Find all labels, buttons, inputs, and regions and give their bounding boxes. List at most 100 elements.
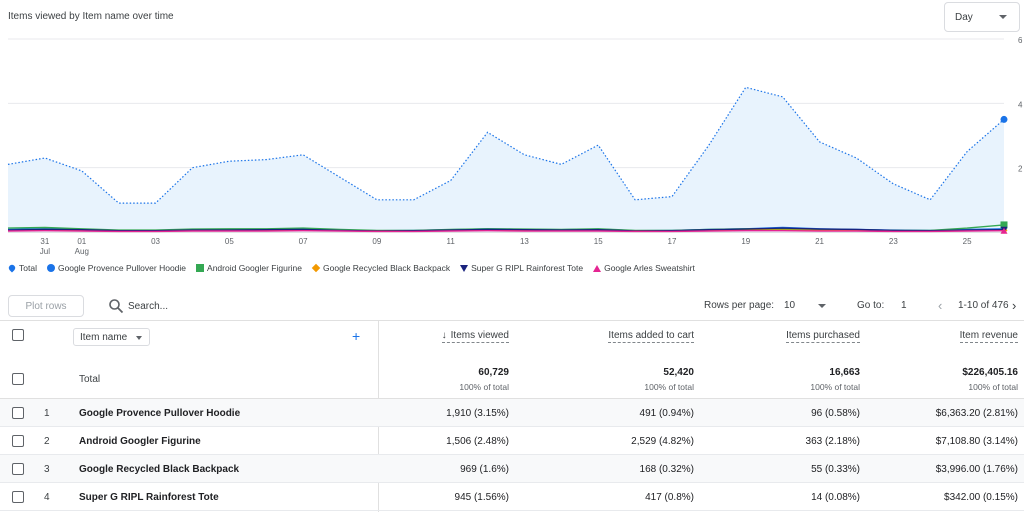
- period-select[interactable]: Day: [944, 2, 1020, 32]
- row-index: 2: [44, 436, 50, 447]
- total-items-added-to-cart: 52,420: [663, 367, 694, 378]
- sort-down-icon: ↓: [441, 330, 447, 341]
- legend-item-tote[interactable]: Super G RIPL Rainforest Tote: [460, 263, 583, 273]
- total-items-purchased-pct: 100% of total: [810, 382, 860, 392]
- row-checkbox[interactable]: [12, 491, 24, 503]
- search-icon: [109, 299, 124, 314]
- legend-label: Google Recycled Black Backpack: [323, 263, 451, 273]
- x-tick-sublabel: Aug: [75, 247, 89, 256]
- rows-per-page-value: 10: [784, 300, 796, 311]
- row-items-viewed: 1,910 (3.15%): [446, 408, 509, 419]
- x-tick-label: 21: [815, 237, 824, 246]
- x-tick-label: 05: [225, 237, 234, 246]
- x-tick-label: 17: [668, 237, 677, 246]
- x-tick-label: 07: [299, 237, 308, 246]
- goto-input[interactable]: 1: [901, 300, 907, 311]
- table-row[interactable]: 1 Google Provence Pullover Hoodie 1,910 …: [0, 399, 1024, 427]
- total-items-viewed: 60,729: [478, 367, 509, 378]
- row-index: 1: [44, 408, 50, 419]
- chevron-left-icon: ‹: [938, 298, 943, 313]
- row-item-name: Google Provence Pullover Hoodie: [79, 408, 241, 419]
- diamond-icon: [311, 263, 321, 273]
- x-tick-label: 23: [889, 237, 898, 246]
- chart-legend: Total Google Provence Pullover Hoodie An…: [7, 263, 695, 273]
- row-item-revenue: $3,996.00 (1.76%): [935, 464, 1018, 475]
- total-row-checkbox[interactable]: [12, 373, 24, 385]
- prev-page-button[interactable]: ‹: [938, 298, 950, 314]
- row-item-revenue: $6,363.20 (2.81%): [935, 408, 1018, 419]
- column-header-item-revenue[interactable]: Item revenue: [959, 330, 1018, 343]
- x-tick-label: 11: [447, 237, 456, 246]
- row-items-viewed: 969 (1.6%): [460, 464, 509, 475]
- row-checkbox[interactable]: [12, 435, 24, 447]
- total-items-added-to-cart-pct: 100% of total: [644, 382, 694, 392]
- caret-down-icon: [818, 304, 826, 308]
- y-tick-label: 4: [1018, 100, 1023, 109]
- rows-per-page-select[interactable]: 10: [784, 300, 826, 311]
- y-tick-label: 2: [1018, 165, 1023, 174]
- row-checkbox[interactable]: [12, 407, 24, 419]
- caret-down-icon: [136, 336, 143, 340]
- series-end-marker-5: [1000, 227, 1008, 234]
- dimension-select[interactable]: Item name: [73, 328, 151, 346]
- x-tick-label: 03: [151, 237, 160, 246]
- search-input[interactable]: [128, 298, 328, 314]
- row-item-name: Super G RIPL Rainforest Tote: [79, 492, 219, 503]
- table-toolbar: Plot rows Rows per page: 10 Go to: 1 ‹ 1…: [0, 291, 1024, 321]
- chevron-right-icon: ›: [1012, 298, 1017, 313]
- chart-title: Items viewed by Item name over time: [8, 11, 174, 22]
- legend-item-total[interactable]: Total: [7, 263, 37, 273]
- series-area-total: [8, 87, 1004, 232]
- series-line-4: [7, 227, 1005, 232]
- series-line-5: [7, 229, 1005, 233]
- total-item-revenue-pct: 100% of total: [968, 382, 1018, 392]
- triangle-down-icon: [460, 264, 469, 272]
- legend-item-hoodie[interactable]: Google Provence Pullover Hoodie: [46, 263, 187, 273]
- column-header-items-purchased[interactable]: Items purchased: [786, 330, 860, 343]
- plot-rows-button[interactable]: Plot rows: [8, 295, 84, 317]
- row-checkbox[interactable]: [12, 463, 24, 475]
- table-row[interactable]: 2 Android Googler Figurine 1,506 (2.48%)…: [0, 427, 1024, 455]
- x-tick-label: 31: [40, 237, 49, 246]
- series-end-marker-2: [1000, 221, 1008, 229]
- rows-per-page-label: Rows per page:: [704, 300, 775, 311]
- total-items-purchased: 16,663: [829, 367, 860, 378]
- y-tick-label: 6: [1018, 36, 1023, 45]
- period-select-value: Day: [955, 11, 973, 23]
- caret-down-icon: [999, 15, 1007, 19]
- row-item-name: Google Recycled Black Backpack: [79, 464, 240, 475]
- legend-item-backpack[interactable]: Google Recycled Black Backpack: [311, 263, 451, 273]
- row-items-viewed: 945 (1.56%): [454, 492, 509, 503]
- total-label: Total: [79, 374, 101, 385]
- add-dimension-button[interactable]: +: [352, 328, 361, 344]
- x-tick-label: 09: [372, 237, 381, 246]
- legend-label: Super G RIPL Rainforest Tote: [471, 263, 584, 273]
- dimension-label: Item name: [80, 331, 128, 343]
- next-page-button[interactable]: ›: [1012, 298, 1024, 314]
- triangle-up-icon: [593, 264, 602, 272]
- total-items-viewed-pct: 100% of total: [459, 382, 509, 392]
- legend-label: Total: [19, 263, 37, 273]
- row-items-added-to-cart: 417 (0.8%): [645, 492, 694, 503]
- row-items-viewed: 1,506 (2.48%): [446, 436, 509, 447]
- row-item-revenue: $342.00 (0.15%): [944, 492, 1018, 503]
- x-tick-label: 01: [77, 237, 86, 246]
- table-row[interactable]: 3 Google Recycled Black Backpack 969 (1.…: [0, 455, 1024, 483]
- row-items-purchased: 14 (0.08%): [811, 492, 860, 503]
- circle-icon: [46, 264, 55, 272]
- select-all-checkbox[interactable]: [12, 329, 24, 341]
- column-header-items-viewed[interactable]: ↓ Items viewed: [441, 330, 509, 343]
- legend-label: Android Googler Figurine: [207, 263, 303, 273]
- legend-item-sweatshirt[interactable]: Google Arles Sweatshirt: [593, 263, 695, 273]
- table-row[interactable]: 4 Super G RIPL Rainforest Tote 945 (1.56…: [0, 483, 1024, 511]
- x-tick-label: 25: [963, 237, 972, 246]
- legend-label: Google Arles Sweatshirt: [604, 263, 695, 273]
- square-icon: [196, 264, 205, 272]
- x-tick-label: 13: [520, 237, 529, 246]
- column-header-items-added-to-cart[interactable]: Items added to cart: [608, 330, 694, 343]
- legend-label: Google Provence Pullover Hoodie: [57, 263, 187, 273]
- row-items-added-to-cart: 2,529 (4.82%): [631, 436, 694, 447]
- legend-item-figurine[interactable]: Android Googler Figurine: [196, 263, 302, 273]
- x-tick-label: 15: [594, 237, 603, 246]
